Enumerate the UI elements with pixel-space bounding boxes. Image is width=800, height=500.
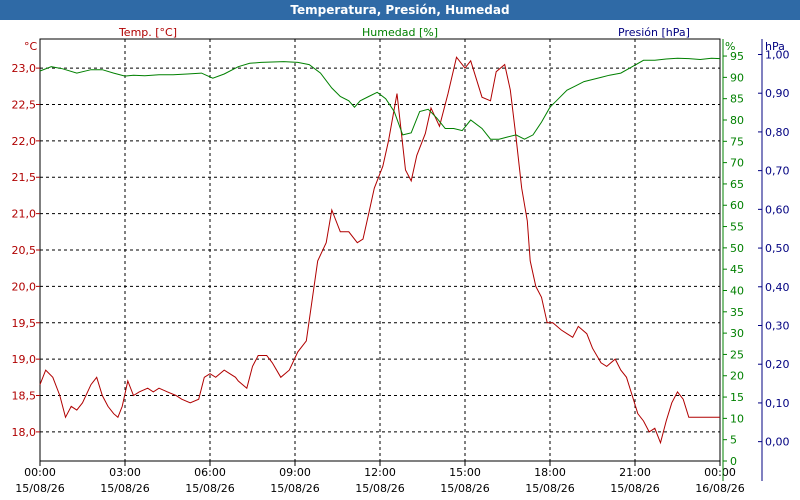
hum-tick-label: 65 (730, 178, 744, 191)
hum-tick-label: 40 (730, 284, 744, 297)
hum-tick-label: 10 (730, 412, 744, 425)
hum-axis-unit: % (725, 40, 735, 53)
x-tick-label-date: 15/08/26 (610, 482, 659, 495)
hum-axis-label: Humedad [%] (362, 26, 438, 39)
x-tick-label-time: 09:00 (279, 466, 311, 479)
x-tick-label-date: 15/08/26 (440, 482, 489, 495)
title-bar: Temperatura, Presión, Humedad (0, 0, 800, 20)
temp-tick-label: 22,0 (12, 135, 37, 148)
x-tick-label-date: 15/08/26 (185, 482, 234, 495)
hum-tick-label: 5 (730, 434, 737, 447)
hum-tick-label: 45 (730, 263, 744, 276)
temperature-line (39, 56, 720, 445)
x-tick-label-date: 15/08/26 (270, 482, 319, 495)
hum-tick-label: 50 (730, 242, 744, 255)
hum-tick-label: 55 (730, 221, 744, 234)
x-tick-label-time: 00:00 (704, 466, 736, 479)
hum-tick-label: 60 (730, 199, 744, 212)
x-tick-label-time: 03:00 (109, 466, 141, 479)
humidity-line (39, 57, 721, 140)
pres-axis-unit: hPa (765, 40, 785, 53)
pres-tick-label: 0,20 (765, 358, 790, 371)
pres-tick-label: 0,50 (765, 242, 790, 255)
temp-axis-unit: °C (24, 40, 38, 53)
temp-tick-label: 21,0 (12, 208, 37, 221)
pres-tick-label: 0,90 (765, 87, 790, 100)
temp-tick-label: 21,5 (12, 171, 37, 184)
hum-tick-label: 20 (730, 370, 744, 383)
temp-tick-label: 22,5 (12, 98, 37, 111)
pres-tick-label: 1,00 (765, 48, 790, 61)
hum-tick-label: 85 (730, 93, 744, 106)
temp-tick-label: 20,5 (12, 244, 37, 257)
pres-tick-label: 0,70 (765, 165, 790, 178)
pres-axis-label: Presión [hPa] (618, 26, 690, 39)
hum-tick-label: 80 (730, 114, 744, 127)
x-tick-label-date: 15/08/26 (15, 482, 64, 495)
pres-tick-label: 0,60 (765, 203, 790, 216)
temp-tick-label: 19,0 (12, 353, 37, 366)
hum-tick-label: 30 (730, 327, 744, 340)
x-tick-label-date: 15/08/26 (355, 482, 404, 495)
pres-tick-label: 0,10 (765, 397, 790, 410)
hum-tick-label: 75 (730, 135, 744, 148)
hum-tick-label: 70 (730, 157, 744, 170)
pres-tick-label: 0,30 (765, 319, 790, 332)
x-tick-label-time: 15:00 (449, 466, 481, 479)
hum-tick-label: 95 (730, 50, 744, 63)
x-tick-label-time: 00:00 (24, 466, 56, 479)
hum-tick-label: 35 (730, 306, 744, 319)
temp-tick-label: 20,0 (12, 280, 37, 293)
x-tick-label-time: 12:00 (364, 466, 396, 479)
pres-tick-label: 0,40 (765, 281, 790, 294)
temp-tick-label: 18,0 (12, 426, 37, 439)
chart-title: Temperatura, Presión, Humedad (290, 3, 510, 17)
x-tick-label-date: 16/08/26 (695, 482, 744, 495)
temp-tick-label: 23,0 (12, 62, 37, 75)
x-tick-label-time: 18:00 (534, 466, 566, 479)
x-tick-label-date: 15/08/26 (100, 482, 149, 495)
temp-tick-label: 19,5 (12, 317, 37, 330)
hum-tick-label: 25 (730, 348, 744, 361)
chart-svg: 00:00 15/08/26 03:00 15/08/26 06:00 15/08/26 0… (12, 26, 790, 495)
hum-tick-label: 0 (730, 455, 737, 468)
temp-tick-label: 18,5 (12, 390, 37, 403)
x-tick-label-date: 15/08/26 (525, 482, 574, 495)
pres-tick-label: 0,80 (765, 126, 790, 139)
hum-tick-label: 90 (730, 71, 744, 84)
pres-tick-label: 0,00 (765, 436, 790, 449)
hum-tick-label: 15 (730, 391, 744, 404)
x-tick-label-time: 06:00 (194, 466, 226, 479)
temp-axis-label: Temp. [°C] (118, 26, 177, 39)
x-tick-label-time: 21:00 (619, 466, 651, 479)
